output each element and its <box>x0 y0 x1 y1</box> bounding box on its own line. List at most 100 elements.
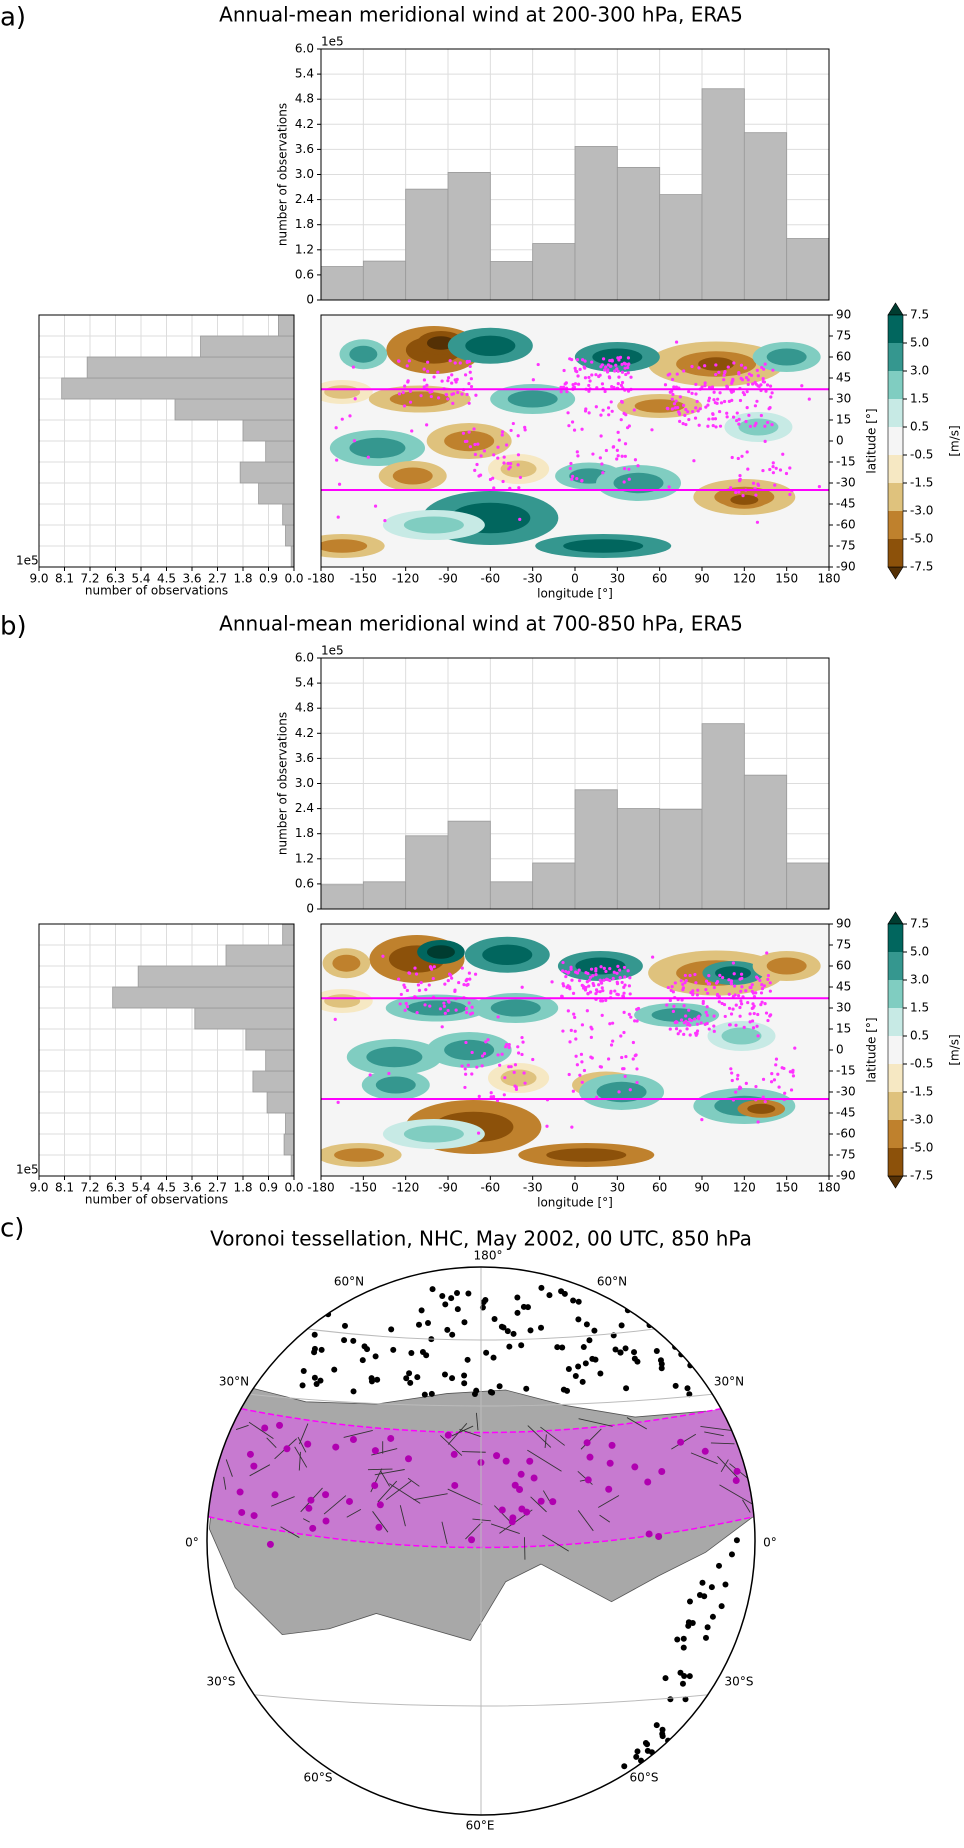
station-dot <box>616 454 620 458</box>
contour-region <box>389 391 450 407</box>
colorbar-segment <box>888 980 903 1008</box>
station-dot <box>472 427 476 431</box>
voronoi-edge <box>298 1423 309 1445</box>
station-dot <box>778 468 783 472</box>
station-dot <box>680 1644 687 1651</box>
station-dot <box>491 1316 498 1323</box>
contour-region <box>490 999 541 1017</box>
station-dot <box>763 424 767 428</box>
station-dot <box>351 365 355 369</box>
station-dot <box>632 408 636 412</box>
x-tick-label: 4.5 <box>157 572 176 586</box>
station-dot <box>366 455 370 459</box>
station-dot <box>371 1447 379 1455</box>
station-dot <box>609 991 613 995</box>
y-tick-label: 90 <box>836 917 851 931</box>
station-dot <box>590 373 594 377</box>
station-dot <box>704 987 708 992</box>
station-dot <box>545 1124 549 1128</box>
station-dot <box>746 378 750 382</box>
colorbar-tick-label: 7.5 <box>910 917 929 931</box>
panel-label: a) <box>0 3 26 33</box>
station-dot <box>577 979 582 983</box>
voronoi-edge <box>459 1428 481 1438</box>
colorbar-segment <box>888 1148 903 1176</box>
station-dot <box>523 1508 531 1516</box>
colorbar-segment <box>888 343 903 371</box>
station-dot <box>470 1005 474 1009</box>
station-dot <box>737 422 741 426</box>
bar <box>61 377 295 400</box>
station-dot <box>631 1040 635 1045</box>
station-dot <box>681 988 685 992</box>
y-tick-label: 2.4 <box>295 192 314 206</box>
bar <box>743 774 788 910</box>
station-dot <box>626 371 630 375</box>
station-dot <box>703 384 707 388</box>
station-dot <box>753 380 757 385</box>
station-dot <box>636 464 640 468</box>
station-dot <box>600 999 605 1003</box>
bar <box>200 335 295 358</box>
x-tick-label: 90 <box>694 1181 709 1195</box>
station-dot <box>725 411 729 415</box>
station-dot <box>401 390 405 395</box>
voronoi-edge <box>447 1423 468 1445</box>
station-dot <box>730 379 734 384</box>
station-dot <box>589 975 593 979</box>
station-dot <box>745 406 749 410</box>
station-dot <box>605 1485 613 1493</box>
station-dot <box>570 477 574 481</box>
station-dot <box>602 978 606 982</box>
station-dot <box>701 1324 708 1331</box>
station-dot <box>629 1015 633 1019</box>
station-dot <box>735 418 739 423</box>
station-dot <box>568 1040 572 1044</box>
station-dot <box>516 1045 520 1049</box>
station-dot <box>599 434 603 438</box>
station-dot <box>332 1443 340 1451</box>
colorbar-tick-label: 5.0 <box>910 945 929 959</box>
station-dot <box>526 1457 534 1465</box>
station-dot <box>501 479 505 484</box>
station-dot <box>451 401 455 405</box>
station-dot <box>691 989 695 993</box>
station-dot <box>442 1001 446 1005</box>
station-dot <box>476 1131 481 1135</box>
offset-label: 1e5 <box>321 644 344 658</box>
x-axis-label: longitude [°] <box>537 587 613 601</box>
colorbar-tick-label: -7.5 <box>910 1169 933 1183</box>
contour-region <box>375 1076 416 1094</box>
bar <box>532 862 576 910</box>
voronoi-edge <box>742 1499 751 1513</box>
station-dot <box>671 392 675 397</box>
station-dot <box>727 399 731 403</box>
station-dot <box>766 1018 770 1023</box>
station-dot <box>699 1579 706 1586</box>
station-dot <box>682 403 686 407</box>
voronoi-edge <box>527 1425 552 1448</box>
contour-region <box>747 1103 776 1114</box>
station-dot <box>730 455 734 460</box>
station-dot <box>573 382 578 386</box>
contour-region <box>500 460 537 478</box>
station-dot <box>762 380 767 384</box>
station-dot <box>561 385 566 389</box>
station-dot <box>311 1345 318 1352</box>
station-dot <box>690 364 694 369</box>
y-tick-label: 6.0 <box>295 651 314 665</box>
x-axis-label: longitude [°] <box>537 1196 613 1210</box>
station-dot <box>530 1474 538 1482</box>
station-dot <box>426 369 430 373</box>
station-dot <box>574 970 578 974</box>
voronoi-edge <box>441 1521 448 1545</box>
station-dot <box>582 986 586 990</box>
x-tick-label: -180 <box>307 572 334 586</box>
station-dot <box>673 406 677 410</box>
station-dot <box>572 428 577 432</box>
bar <box>616 166 661 301</box>
station-dot <box>482 1297 489 1304</box>
station-dot <box>622 985 626 989</box>
station-dot <box>604 365 608 369</box>
station-dot <box>576 374 580 378</box>
